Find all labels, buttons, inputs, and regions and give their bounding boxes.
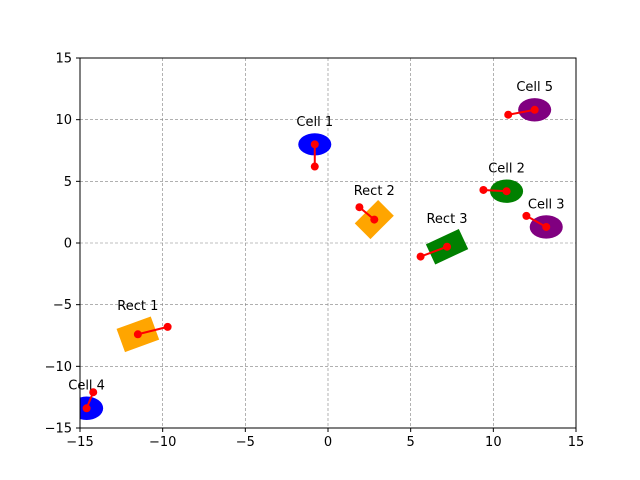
cell-1-center-point: [310, 140, 319, 149]
rect-3-vector-line: [420, 245, 448, 258]
cell-2-vector-end-point: [479, 185, 488, 194]
cell-1-vector-end-point: [310, 162, 319, 171]
vector-lines: [82, 105, 551, 413]
rect-3-center-point: [443, 242, 452, 251]
cell-4-label: Cell 4: [68, 379, 105, 394]
y-tick-label: 10: [55, 113, 72, 128]
cell-4-vector-end-point: [89, 388, 98, 397]
x-tick-label: −5: [236, 435, 255, 450]
x-tick-label: 5: [407, 435, 415, 450]
axis-ticks: −15 −10 −5 0 5 10 15 −15 −10 −5 0 5 10 15: [45, 52, 585, 451]
cell-4-center-point: [82, 404, 91, 413]
cell-5-label: Cell 5: [516, 80, 553, 95]
x-tick-label: −10: [149, 435, 176, 450]
annotation-labels: Cell 1 Cell 2 Cell 3 Cell 4 Cell 5 Rect 1 Rect…: [68, 80, 564, 393]
rect-3-vector-end-point: [416, 252, 425, 261]
cell-5-vector-end-point: [504, 110, 513, 119]
rect-3-label: Rect 3: [426, 212, 467, 227]
cell-5-vector-line: [508, 108, 535, 116]
x-tick-label: 10: [485, 435, 502, 450]
rect-1-vector-end-point: [163, 322, 172, 331]
cell-3-label: Cell 3: [528, 197, 565, 212]
x-tick-label: 0: [324, 435, 332, 450]
rect-2-label: Rect 2: [354, 184, 395, 199]
cell-2-center-point: [502, 187, 511, 196]
cell-5-center-point: [530, 105, 539, 114]
y-tick-label: 0: [64, 237, 72, 252]
y-tick-label: −10: [45, 360, 72, 375]
cell-3-vector-end-point: [522, 211, 531, 220]
x-tick-label: −15: [66, 435, 93, 450]
cell-4-ellipse: [80, 396, 104, 420]
rect-2-vector-end-point: [355, 203, 364, 212]
x-tick-label: 15: [568, 435, 585, 450]
cell-1-label: Cell 1: [296, 115, 333, 130]
y-tick-label: −15: [45, 422, 72, 437]
y-tick-label: −5: [53, 298, 72, 313]
grid-lines: [79, 57, 577, 429]
rect-1-vector-line: [137, 325, 168, 336]
rect-1-label: Rect 1: [117, 299, 158, 314]
cell-3-center-point: [542, 222, 551, 231]
y-tick-label: 15: [55, 52, 72, 67]
rect-2-center-point: [370, 215, 379, 224]
rect-1-center-point: [133, 330, 142, 339]
y-tick-label: 5: [64, 175, 72, 190]
cell-2-label: Cell 2: [488, 161, 525, 176]
